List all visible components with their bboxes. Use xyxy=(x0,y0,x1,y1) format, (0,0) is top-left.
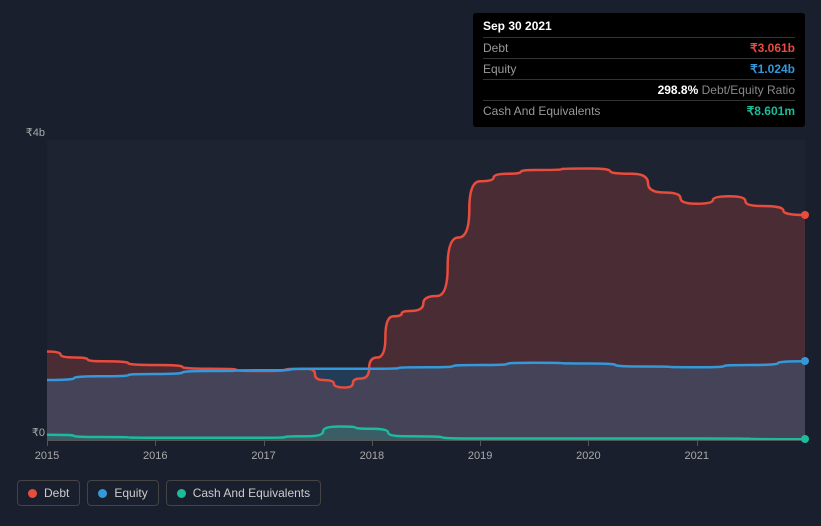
tooltip-row: Equity ₹1.024b xyxy=(483,58,795,79)
plot-area xyxy=(47,140,805,440)
tooltip-value: ₹1.024b xyxy=(750,62,795,76)
series-end-marker xyxy=(801,357,809,365)
x-tick xyxy=(264,440,265,446)
tooltip-value: ₹8.601m xyxy=(747,104,795,118)
legend-dot-icon xyxy=(177,489,186,498)
legend-dot-icon xyxy=(98,489,107,498)
x-tick xyxy=(372,440,373,446)
series-end-marker xyxy=(801,435,809,443)
debt-equity-chart: ₹0 ₹4b 2015 2016 2017 2018 2019 2020 2021 xyxy=(17,118,805,468)
x-axis-label: 2015 xyxy=(35,450,59,462)
legend-item[interactable]: Cash And Equivalents xyxy=(166,480,321,506)
chart-tooltip: Sep 30 2021 Debt ₹3.061b Equity ₹1.024b 298.… xyxy=(473,13,805,127)
x-axis-label: 2017 xyxy=(251,450,275,462)
x-tick xyxy=(588,440,589,446)
x-axis-label: 2018 xyxy=(360,450,384,462)
x-tick xyxy=(155,440,156,446)
tooltip-row: 298.8% Debt/Equity Ratio xyxy=(483,79,795,100)
x-axis-label: 2020 xyxy=(576,450,600,462)
legend: Debt Equity Cash And Equivalents xyxy=(17,480,321,506)
x-tick xyxy=(47,440,48,446)
legend-label: Equity xyxy=(114,486,147,500)
tooltip-label: Debt xyxy=(483,41,508,55)
chart-svg xyxy=(47,140,805,440)
y-axis-label: ₹0 xyxy=(32,426,45,439)
tooltip-date: Sep 30 2021 xyxy=(483,19,795,37)
legend-label: Debt xyxy=(44,486,69,500)
x-tick xyxy=(480,440,481,446)
tooltip-label: Equity xyxy=(483,62,516,76)
y-axis-label: ₹4b xyxy=(26,126,45,139)
x-axis-label: 2019 xyxy=(468,450,492,462)
legend-item[interactable]: Equity xyxy=(87,480,158,506)
x-tick xyxy=(697,440,698,446)
tooltip-value: ₹3.061b xyxy=(750,41,795,55)
x-axis-label: 2016 xyxy=(143,450,167,462)
x-axis xyxy=(47,440,805,441)
series-end-marker xyxy=(801,211,809,219)
tooltip-value: 298.8% Debt/Equity Ratio xyxy=(658,83,795,97)
x-axis-label: 2021 xyxy=(684,450,708,462)
legend-dot-icon xyxy=(28,489,37,498)
tooltip-label: Cash And Equivalents xyxy=(483,104,600,118)
tooltip-row: Debt ₹3.061b xyxy=(483,37,795,58)
legend-item[interactable]: Debt xyxy=(17,480,80,506)
legend-label: Cash And Equivalents xyxy=(193,486,310,500)
